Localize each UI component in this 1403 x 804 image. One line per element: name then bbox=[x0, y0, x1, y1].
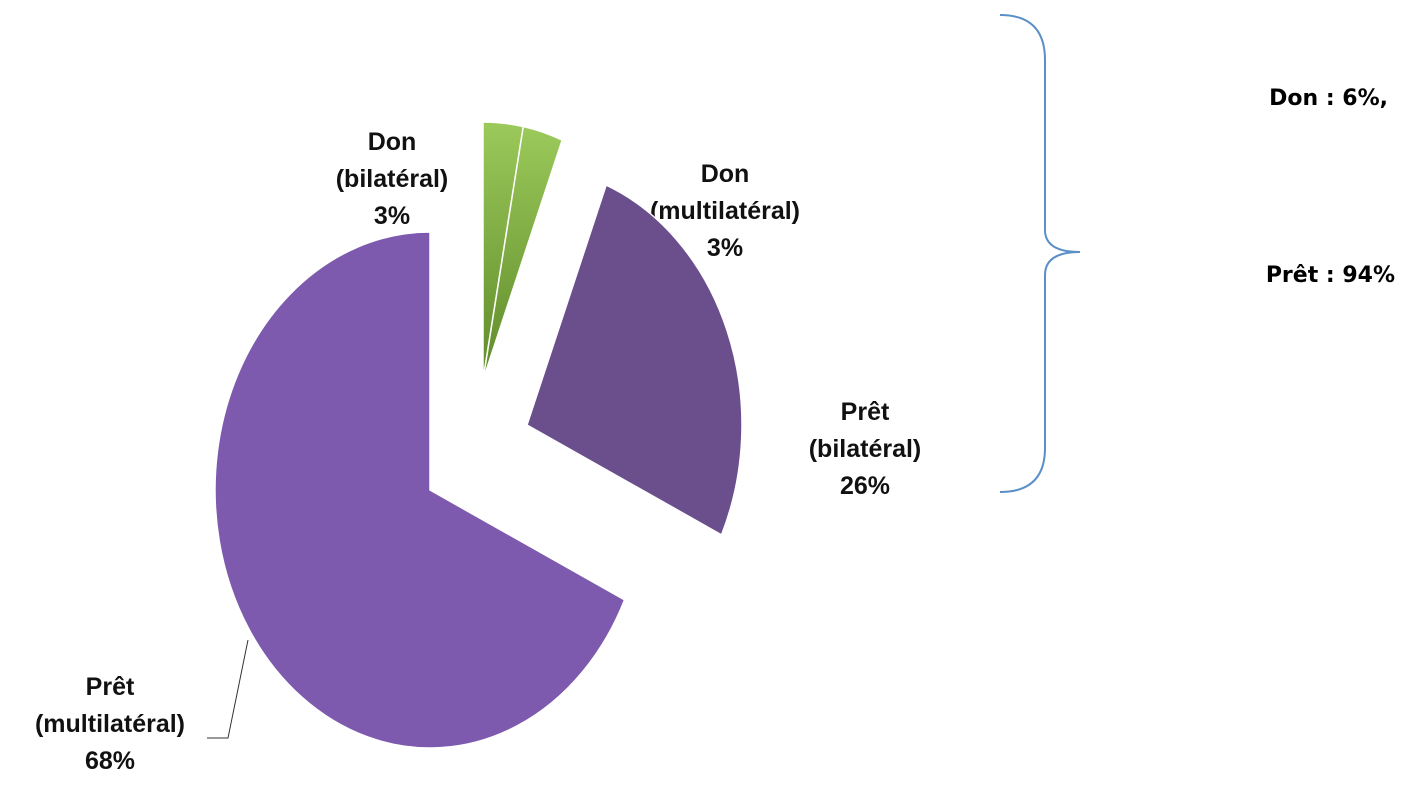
pie-slice bbox=[482, 125, 564, 381]
slice-label: Prêt (bilatéral) bbox=[809, 398, 922, 463]
brace bbox=[999, 14, 1081, 493]
slice-label: Prêt (multilatéral) bbox=[35, 673, 185, 738]
annotation: Prêt : 94% bbox=[1266, 263, 1395, 288]
pie-slice bbox=[526, 184, 743, 536]
value-label: 26% bbox=[840, 472, 890, 500]
leader-line bbox=[207, 639, 249, 739]
value-label: 68% bbox=[85, 747, 135, 775]
value-label: 3% bbox=[374, 202, 410, 230]
slice-label: Don (multilatéral) bbox=[650, 160, 800, 225]
pie-slice bbox=[214, 231, 626, 749]
value-label: 3% bbox=[707, 234, 743, 262]
slice-label: Don (bilatéral) bbox=[336, 128, 449, 193]
annotation: Don : 6%, bbox=[1269, 86, 1388, 111]
